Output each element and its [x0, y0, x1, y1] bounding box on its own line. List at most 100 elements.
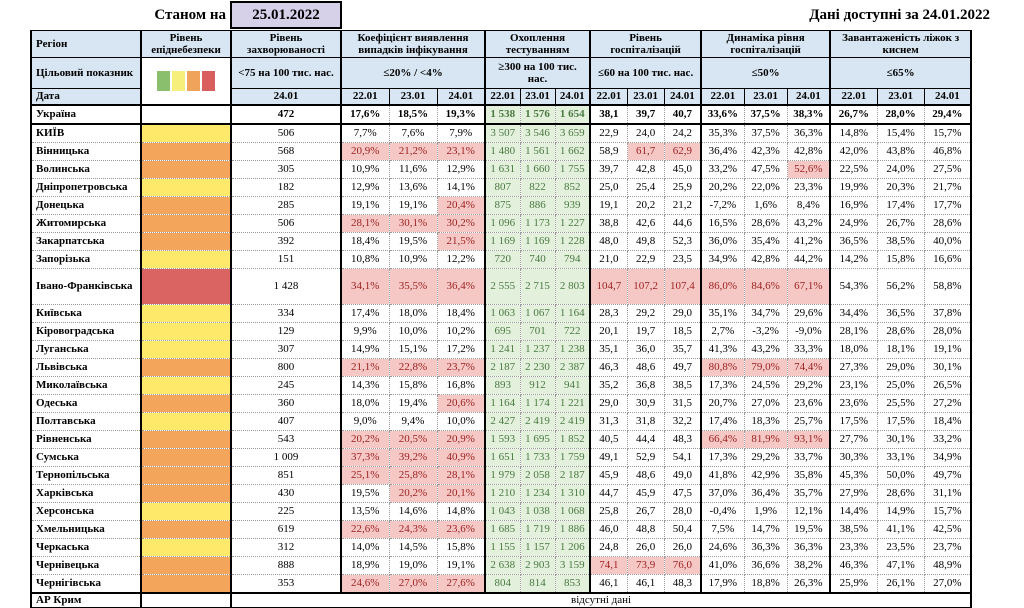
beds-value: 17,7% — [923, 196, 973, 215]
hosp-value: 29,0 — [663, 304, 703, 323]
dyn-value: 38,2% — [786, 556, 832, 575]
coef-value: 15,8% — [436, 538, 487, 557]
hosp-value: 52,9 — [626, 448, 665, 467]
test-value: 1 755 — [554, 160, 592, 179]
hosp-value: 50,4 — [663, 520, 703, 539]
table-row: Закарпатська 392 18,4% 19,5% 21,5% 1 169 1 169… — [30, 232, 973, 251]
coef-value: 19,1% — [340, 196, 390, 215]
test-value: 1 063 — [484, 304, 521, 323]
morbidity-value: 182 — [230, 178, 342, 197]
beds-value: 16,6% — [923, 250, 973, 269]
beds-value: 27,2% — [923, 394, 973, 413]
morbidity-value: 888 — [230, 556, 342, 575]
region-name: Одеська — [30, 394, 142, 413]
beds-value: 14,9% — [876, 502, 925, 521]
test-value: 1 155 — [484, 538, 521, 557]
hosp-value: 107,4 — [663, 268, 703, 305]
table-row: Чернівецька 888 18,9% 19,0% 19,1% 2 638 2 903 3… — [30, 556, 973, 575]
hosp-value: 35,7 — [663, 340, 703, 359]
morbidity-value: 334 — [230, 304, 342, 323]
hosp-value: 61,7 — [626, 142, 665, 161]
col-header-beds: Завантаженість ліжок з киснем — [829, 30, 973, 58]
dyn-value: 29,2% — [743, 448, 788, 467]
dyn-value: 24,6% — [700, 538, 745, 557]
morbidity-value: 392 — [230, 232, 342, 251]
coef-value: 20,6% — [436, 394, 487, 413]
col-header-region: Регіон — [30, 30, 142, 58]
test-value: 1 538 — [484, 104, 521, 125]
beds-value: 26,7% — [829, 104, 878, 125]
hosp-value: 19,7 — [626, 322, 665, 341]
test-value: 1 234 — [519, 484, 556, 503]
test-value: 1 169 — [484, 232, 521, 251]
test-value: 722 — [554, 322, 592, 341]
coef-value: 18,0% — [388, 304, 438, 323]
col-header-hosp: Рівень госпіталізацій — [589, 30, 702, 58]
date-coef-22.01: 22.01 — [340, 88, 390, 106]
epidemic-level-cell — [140, 574, 232, 594]
dyn-value: 20,2% — [700, 178, 745, 197]
coef-value: 17,6% — [340, 104, 390, 125]
coef-value: 7,6% — [388, 123, 438, 143]
test-value: 1 237 — [519, 340, 556, 359]
coef-value: 27,0% — [388, 574, 438, 594]
beds-value: 45,3% — [829, 466, 878, 485]
region-name: Черкаська — [30, 538, 142, 557]
table-row: Донецька 285 19,1% 19,1% 20,4% 875 886 939 19,1 2… — [30, 196, 973, 215]
coef-value: 15,8% — [388, 376, 438, 395]
hosp-value: 76,0 — [663, 556, 703, 575]
test-value: 1 685 — [484, 520, 521, 539]
dyn-value: 17,3% — [700, 376, 745, 395]
table-row: АР Крим відсутні дані — [30, 592, 973, 608]
coef-value: 21,5% — [436, 232, 487, 251]
morbidity-value: 800 — [230, 358, 342, 377]
morbidity-value: 245 — [230, 376, 342, 395]
morbidity-value: 568 — [230, 142, 342, 161]
dyn-value: 26,3% — [786, 574, 832, 594]
test-value: 1 593 — [484, 430, 521, 449]
hosp-value: 25,4 — [626, 178, 665, 197]
beds-value: 47,1% — [876, 556, 925, 575]
hosp-value: 38,5 — [663, 376, 703, 395]
available-date: 24.01.2022 — [922, 6, 991, 23]
coef-value: 12,2% — [436, 250, 487, 269]
beds-value: 23,6% — [829, 394, 878, 413]
region-name: Львівська — [30, 358, 142, 377]
dyn-value: 29,2% — [786, 376, 832, 395]
hosp-value: 73,9 — [626, 556, 665, 575]
region-name: Сумська — [30, 448, 142, 467]
col-header-coef: Коефіцієнт виявлення випадків інфікуванн… — [339, 30, 486, 58]
morbidity-value: 312 — [230, 538, 342, 557]
test-value: 1 169 — [519, 232, 556, 251]
date-hosp-23.01: 23.01 — [626, 88, 665, 106]
epidemic-level-cell — [140, 448, 232, 467]
epidemic-level-cell — [140, 412, 232, 431]
epidemic-level-cell — [140, 340, 232, 359]
dyn-value: 23,3% — [786, 178, 832, 197]
table-header: Регіон Рівень епіднебезпеки Рівень захворю… — [30, 30, 973, 106]
coef-value: 35,5% — [388, 268, 438, 305]
hosp-value: 26,0 — [663, 538, 703, 557]
table-row: Київська 334 17,4% 18,0% 18,4% 1 063 1 067 1 16… — [30, 304, 973, 323]
beds-value: 21,7% — [923, 178, 973, 197]
morbidity-value: 430 — [230, 484, 342, 503]
beds-value: 34,9% — [923, 448, 973, 467]
hosp-value: 22,9 — [589, 123, 628, 143]
as-of-date: 25.01.2022 — [230, 1, 342, 29]
table-row: Вінницька 568 20,9% 21,2% 23,1% 1 480 1 561 1 6… — [30, 142, 973, 161]
beds-value: 28,6% — [876, 484, 925, 503]
epidemic-level-cell — [140, 250, 232, 269]
coef-value: 18,4% — [436, 304, 487, 323]
coef-value: 13,6% — [388, 178, 438, 197]
hosp-value: 39,7 — [589, 160, 628, 179]
coef-value: 19,0% — [388, 556, 438, 575]
hosp-value: 18,5 — [663, 322, 703, 341]
table-row: Запорізька 151 10,8% 10,9% 12,2% 720 740 794 21,… — [30, 250, 973, 269]
legend-swatch-orange — [187, 71, 200, 91]
beds-value: 18,0% — [829, 340, 878, 359]
epidemic-level-cell — [140, 322, 232, 341]
table-row: Миколаївська 245 14,3% 15,8% 16,8% 893 912 941 3… — [30, 376, 973, 395]
test-value: 822 — [519, 178, 556, 197]
beds-value: 15,7% — [923, 502, 973, 521]
morbidity-value: 129 — [230, 322, 342, 341]
